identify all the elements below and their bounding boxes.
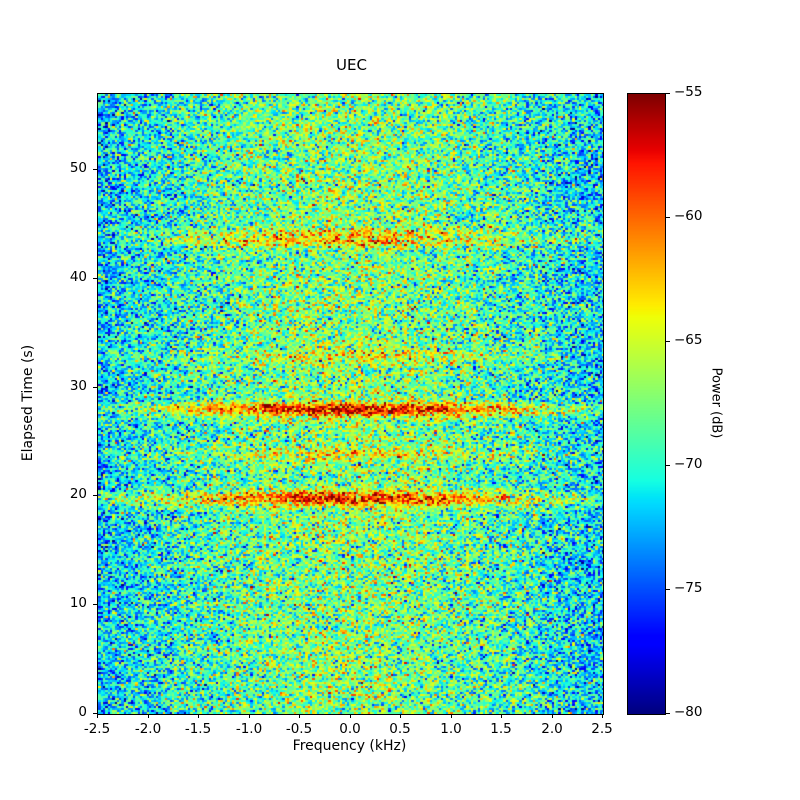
x-axis-tick [198, 714, 199, 718]
y-axis-tick [93, 278, 97, 279]
y-axis-tick [93, 387, 97, 388]
y-axis-tick [93, 713, 97, 714]
x-axis-tick-label: 2.0 [541, 721, 563, 737]
colorbar-tick-label: −60 [674, 208, 703, 224]
y-axis-tick-label: 10 [69, 595, 87, 611]
x-axis-tick [299, 714, 300, 718]
x-axis-tick [97, 714, 98, 718]
x-axis-tick [501, 714, 502, 718]
y-axis-tick-label: 50 [69, 160, 87, 176]
x-axis-tick-label: 0.0 [339, 721, 361, 737]
x-axis-tick-label: -2.5 [83, 721, 111, 737]
y-axis-title: Elapsed Time (s) [20, 344, 36, 462]
colorbar-title: Power (dB) [708, 367, 724, 439]
colorbar-tick-label: −65 [674, 332, 703, 348]
x-axis-tick [148, 714, 149, 718]
colorbar-tick [666, 341, 670, 342]
spectrogram-image [98, 94, 603, 714]
y-axis-tick-label: 40 [69, 269, 87, 285]
colorbar-tick [666, 465, 670, 466]
x-axis-tick-label: -1.0 [235, 721, 263, 737]
x-axis-tick-label: -0.5 [285, 721, 313, 737]
colorbar-tick-label: −80 [674, 704, 703, 720]
spectrogram-axes [97, 93, 604, 715]
colorbar [627, 93, 666, 715]
x-axis-tick-label: -1.5 [184, 721, 212, 737]
colorbar-tick-label: −70 [674, 456, 703, 472]
colorbar-tick-label: −75 [674, 580, 703, 596]
x-axis-tick [602, 714, 603, 718]
x-axis-tick [249, 714, 250, 718]
x-axis-tick-label: 1.0 [440, 721, 462, 737]
colorbar-tick [666, 93, 670, 94]
y-axis-tick-label: 0 [78, 704, 87, 720]
x-axis-tick-label: 1.5 [490, 721, 512, 737]
colorbar-tick-label: −55 [674, 84, 703, 100]
x-axis-tick [451, 714, 452, 718]
x-axis-tick [350, 714, 351, 718]
y-axis-tick [93, 169, 97, 170]
x-axis-tick-label: 2.5 [591, 721, 613, 737]
y-axis-tick-label: 30 [69, 378, 87, 394]
x-axis-title: Frequency (kHz) [292, 738, 407, 754]
colorbar-tick [666, 217, 670, 218]
colorbar-tick [666, 589, 670, 590]
figure-title-station: UEC [336, 56, 367, 74]
x-axis-tick-label: 0.5 [389, 721, 411, 737]
colorbar-tick [666, 713, 670, 714]
y-axis-tick [93, 495, 97, 496]
x-axis-tick [400, 714, 401, 718]
y-axis-tick-label: 20 [69, 486, 87, 502]
x-axis-tick-label: -2.0 [134, 721, 162, 737]
x-axis-tick [552, 714, 553, 718]
colorbar-gradient [628, 94, 665, 714]
y-axis-tick [93, 604, 97, 605]
